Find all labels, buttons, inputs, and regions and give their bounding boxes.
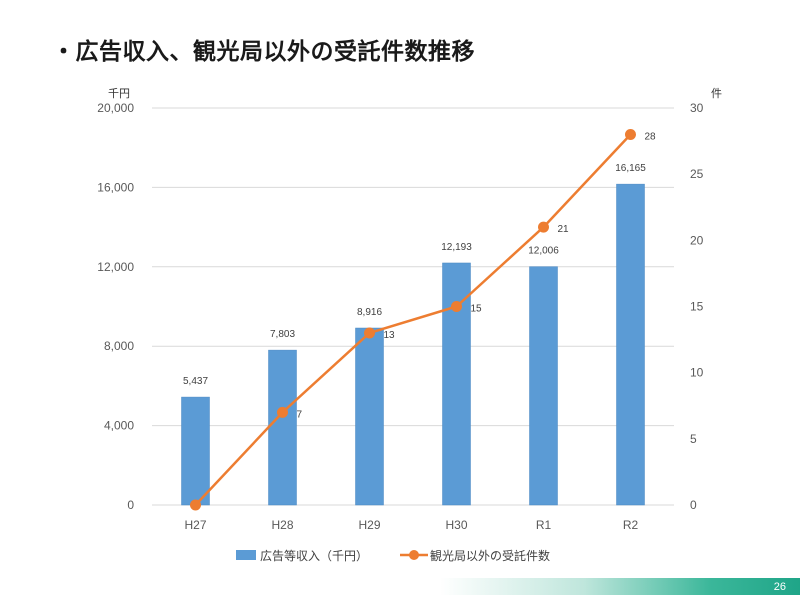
line-data-label: 28 — [645, 131, 657, 142]
x-tick-label: R2 — [623, 518, 639, 532]
line-data-label: 21 — [558, 224, 570, 235]
page-number: 26 — [773, 581, 786, 593]
line-marker — [190, 499, 201, 511]
bar-data-label: 12,193 — [441, 242, 472, 253]
legend-bar-swatch — [236, 550, 256, 560]
y-right-tick-label: 10 — [690, 366, 704, 380]
data-labels: 5,437 7,803 8,916 12,193 12,006 16,165 7 13 15 21… — [183, 131, 656, 420]
y-right-tick-label: 5 — [690, 432, 697, 446]
y-left-tick-label: 4,000 — [104, 419, 134, 433]
y-left-tick-label: 8,000 — [104, 339, 134, 353]
line-marker — [451, 301, 462, 312]
axes: 0 4,000 8,000 12,000 16,000 20,000 0 5 10 15 20 25 3… — [97, 87, 722, 532]
line-data-label: 7 — [297, 409, 303, 420]
footer-bar: 26 — [440, 578, 800, 595]
x-tick-label: H28 — [271, 518, 293, 532]
legend-bar-label: 広告等収入（千円） — [260, 549, 368, 563]
y-right-unit-label: 件 — [711, 87, 722, 100]
bar — [616, 183, 645, 506]
bar — [268, 349, 297, 506]
gridlines — [152, 107, 674, 506]
legend-line-marker — [409, 550, 419, 560]
legend-line-label: 観光局以外の受託件数 — [430, 548, 550, 563]
y-left-tick-label: 16,000 — [97, 180, 134, 194]
y-left-tick-label: 0 — [127, 498, 134, 512]
y-right-tick-label: 0 — [690, 498, 697, 512]
line-marker — [625, 128, 636, 140]
x-tick-label: H29 — [358, 518, 380, 532]
line-data-label: 15 — [471, 304, 483, 315]
bar-data-label: 12,006 — [528, 246, 559, 257]
combo-chart: 0 4,000 8,000 12,000 16,000 20,000 0 5 10 15 20 25 3… — [97, 87, 722, 563]
x-tick-label: H27 — [184, 518, 206, 532]
bar — [181, 396, 210, 506]
x-tick-label: R1 — [536, 518, 552, 532]
bar-data-label: 8,916 — [357, 307, 382, 318]
y-left-tick-label: 20,000 — [97, 101, 134, 115]
line-marker — [538, 221, 549, 233]
y-left-tick-label: 12,000 — [97, 260, 134, 274]
y-right-tick-label: 25 — [690, 167, 704, 181]
line-series — [190, 128, 636, 511]
slide-title: ・広告収入、観光局以外の受託件数推移 — [52, 39, 475, 65]
line-marker — [364, 327, 375, 339]
bar-data-label: 7,803 — [270, 329, 295, 340]
legend: 広告等収入（千円） 観光局以外の受託件数 — [236, 548, 550, 563]
line-marker — [277, 406, 288, 418]
bar — [355, 327, 384, 506]
x-tick-label: H30 — [445, 518, 467, 532]
bar-data-label: 5,437 — [183, 376, 208, 387]
y-left-unit-label: 千円 — [108, 87, 130, 100]
bar — [529, 266, 558, 506]
bar — [442, 262, 471, 506]
bar-data-label: 16,165 — [615, 163, 646, 174]
y-right-tick-label: 20 — [690, 233, 704, 247]
bar-series — [181, 183, 645, 506]
y-right-tick-label: 30 — [690, 101, 704, 115]
line-series-path — [194, 133, 632, 506]
line-data-label: 13 — [384, 330, 396, 341]
y-right-tick-label: 15 — [690, 300, 704, 314]
